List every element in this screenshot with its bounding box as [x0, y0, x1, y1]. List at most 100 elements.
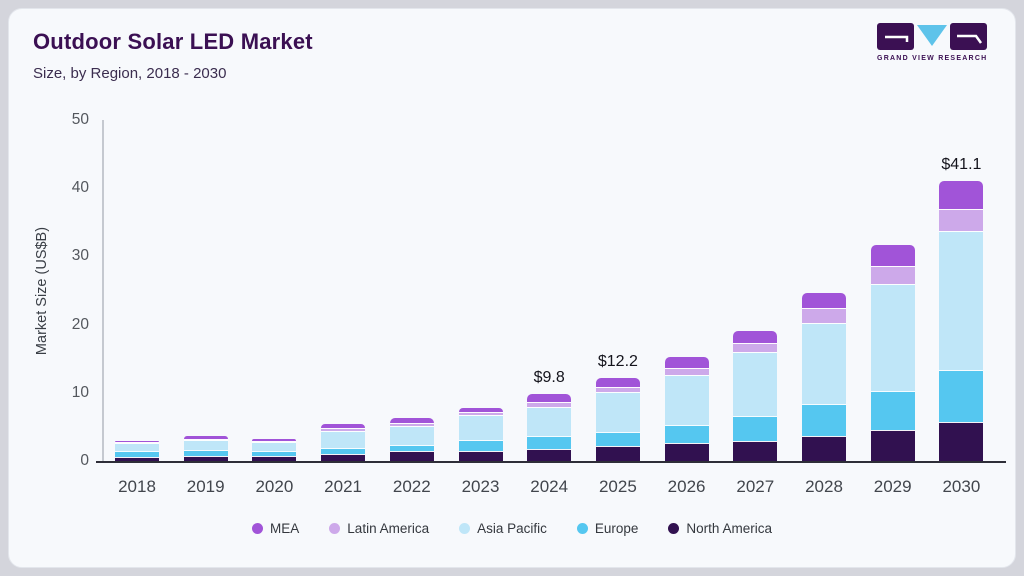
bar-segment-latin-america-2029[interactable] [870, 265, 915, 285]
bar-segment-europe-2019[interactable] [183, 450, 228, 457]
legend-item-north-america[interactable]: North America [668, 521, 772, 536]
bar-segment-europe-2029[interactable] [870, 390, 915, 431]
stacked-bar-2030[interactable]: $41.1 [939, 156, 984, 461]
legend-item-mea[interactable]: MEA [252, 521, 299, 536]
bar-segment-europe-2028[interactable] [802, 404, 846, 436]
stacked-bar-2025[interactable]: $12.2 [595, 353, 640, 461]
gvr-logo-mark [877, 21, 987, 51]
bar-segment-europe-2021[interactable] [321, 448, 366, 455]
bar-segment-latin-america-2019[interactable] [183, 438, 228, 440]
stacked-bar-2021[interactable] [321, 423, 366, 461]
bar-segment-mea-2029[interactable] [870, 244, 915, 266]
bar-segment-mea-2022[interactable] [389, 418, 434, 423]
bar-segment-mea-2024[interactable] [527, 394, 572, 402]
stacked-bar-2018[interactable] [115, 441, 159, 461]
x-axis-label-2028: 2028 [805, 477, 843, 496]
bar-segment-north-america-2019[interactable] [183, 456, 228, 461]
bar-segment-north-america-2024[interactable] [527, 449, 572, 461]
bar-segment-north-america-2029[interactable] [870, 430, 915, 461]
bar-segment-latin-america-2023[interactable] [458, 411, 503, 416]
bar-segment-asia-pacific-2022[interactable] [389, 426, 434, 445]
stacked-bar-2027[interactable] [733, 330, 778, 461]
gvr-logo-g-block [877, 22, 914, 50]
bar-segment-mea-2021[interactable] [321, 423, 366, 429]
bar-segment-latin-america-2018[interactable] [115, 441, 159, 443]
bar-segment-latin-america-2021[interactable] [321, 428, 366, 431]
bar-segment-europe-2030[interactable] [939, 370, 984, 423]
bar-segment-latin-america-2028[interactable] [802, 307, 846, 323]
bar-segment-north-america-2021[interactable] [321, 454, 366, 461]
stacked-bar-2024[interactable]: $9.8 [527, 369, 572, 461]
y-axis-line [102, 120, 104, 463]
stacked-bar-2020[interactable] [252, 438, 297, 461]
bar-segment-mea-2027[interactable] [733, 330, 778, 344]
bar-segment-north-america-2018[interactable] [115, 456, 159, 461]
bar-segment-asia-pacific-2019[interactable] [183, 439, 228, 451]
bar-segment-europe-2020[interactable] [252, 451, 297, 456]
bar-segment-asia-pacific-2021[interactable] [321, 431, 366, 449]
bar-segment-north-america-2030[interactable] [939, 422, 984, 461]
x-axis-label-2029: 2029 [873, 477, 912, 496]
bar-segment-north-america-2027[interactable] [733, 441, 778, 461]
page-subtitle: Size, by Region, 2018 - 2030 [33, 65, 227, 82]
bar-segment-latin-america-2027[interactable] [733, 343, 778, 352]
gvr-logo-text: GRAND VIEW RESEARCH [877, 55, 988, 62]
gvr-logo-v-triangle [917, 24, 947, 46]
bar-segment-asia-pacific-2027[interactable] [733, 351, 778, 416]
stacked-bar-2022[interactable] [389, 418, 434, 461]
bar-segment-mea-2028[interactable] [802, 292, 846, 308]
bar-segment-europe-2027[interactable] [733, 416, 778, 442]
bar-segment-europe-2026[interactable] [664, 424, 709, 444]
bar-segment-asia-pacific-2026[interactable] [664, 375, 709, 425]
stacked-bar-2023[interactable] [458, 407, 503, 461]
bar-segment-north-america-2020[interactable] [252, 455, 297, 461]
bar-segment-asia-pacific-2028[interactable] [802, 322, 846, 405]
bar-segment-latin-america-2026[interactable] [664, 368, 709, 376]
stacked-bar-2028[interactable] [802, 292, 846, 461]
bar-segment-europe-2018[interactable] [115, 450, 159, 457]
bar-segment-europe-2023[interactable] [458, 439, 503, 451]
bar-segment-north-america-2028[interactable] [802, 435, 846, 461]
bar-segment-latin-america-2025[interactable] [595, 387, 640, 393]
bar-segment-mea-2026[interactable] [664, 356, 709, 369]
bar-segment-europe-2022[interactable] [389, 444, 434, 452]
bar-segment-asia-pacific-2029[interactable] [870, 284, 915, 391]
legend-item-asia-pacific[interactable]: Asia Pacific [459, 521, 547, 536]
x-axis-label-2026: 2026 [667, 477, 706, 496]
bar-segment-asia-pacific-2030[interactable] [939, 231, 984, 371]
bar-segment-latin-america-2024[interactable] [527, 401, 572, 408]
bar-segment-asia-pacific-2024[interactable] [527, 407, 572, 436]
x-axis-label-2027: 2027 [736, 477, 775, 496]
x-axis-label-2020: 2020 [255, 477, 294, 496]
bar-segment-asia-pacific-2018[interactable] [115, 442, 159, 451]
bar-segment-north-america-2022[interactable] [389, 451, 434, 461]
bar-segment-asia-pacific-2023[interactable] [458, 415, 503, 440]
plot-area: $9.8 $12.2 $41.1 [96, 120, 1006, 463]
legend-label: MEA [270, 521, 300, 536]
bar-segment-asia-pacific-2020[interactable] [252, 441, 297, 452]
stacked-bar-2019[interactable] [183, 436, 228, 461]
bar-segment-north-america-2023[interactable] [458, 450, 503, 461]
x-axis-label-2023: 2023 [461, 477, 500, 496]
bar-segment-europe-2025[interactable] [595, 431, 640, 446]
bar-segment-mea-2023[interactable] [458, 407, 503, 412]
bar-segment-mea-2030[interactable] [939, 180, 984, 209]
bar-segment-mea-2025[interactable] [595, 377, 640, 388]
bar-segment-asia-pacific-2025[interactable] [595, 392, 640, 432]
legend-dot [459, 523, 471, 534]
legend-dot [252, 523, 264, 534]
legend-item-europe[interactable]: Europe [576, 521, 638, 536]
bar-segment-mea-2020[interactable] [252, 438, 297, 441]
bar-segment-latin-america-2022[interactable] [389, 422, 434, 427]
bar-segment-europe-2024[interactable] [527, 435, 572, 450]
legend-item-latin-america[interactable]: Latin America [329, 521, 429, 536]
bar-segment-latin-america-2030[interactable] [939, 208, 984, 232]
y-tick-label: 10 [71, 383, 89, 401]
stacked-bar-2026[interactable] [664, 356, 709, 461]
stacked-bar-2029[interactable] [870, 244, 915, 461]
bar-segment-mea-2018[interactable] [115, 441, 159, 442]
bar-segment-mea-2019[interactable] [183, 436, 228, 439]
bar-segment-north-america-2025[interactable] [595, 446, 640, 461]
bar-segment-north-america-2026[interactable] [664, 443, 709, 461]
bar-segment-latin-america-2020[interactable] [252, 440, 297, 442]
